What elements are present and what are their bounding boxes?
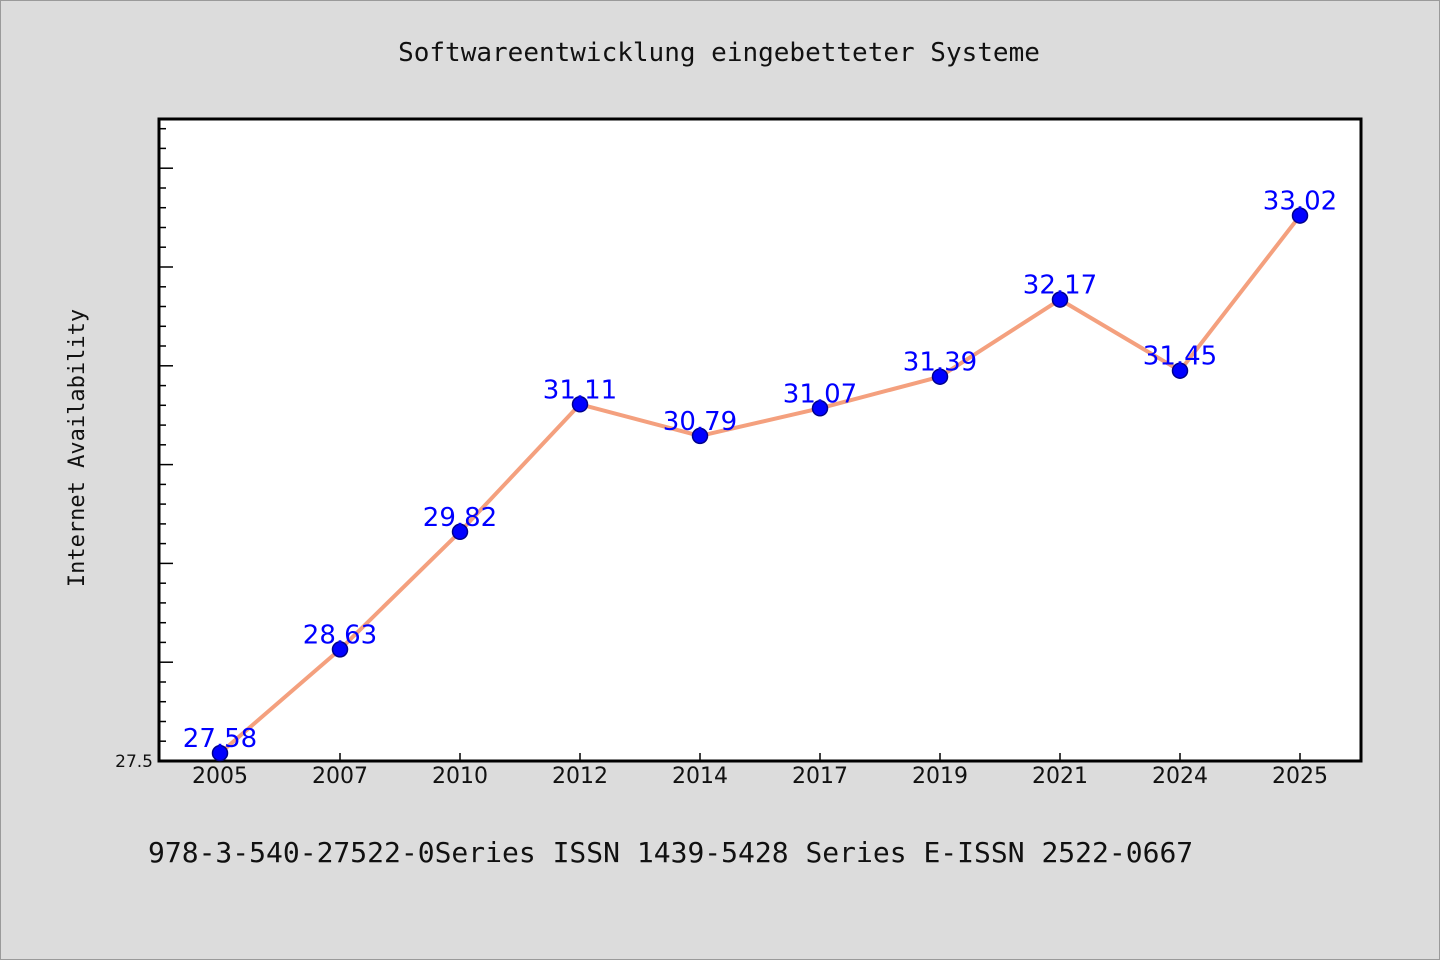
data-point: [1051, 291, 1069, 308]
data-label: 32.17: [1023, 271, 1097, 301]
chart-title: Softwareentwicklung eingebetteter System…: [398, 38, 1040, 68]
x-tick-label: 2024: [1152, 764, 1208, 789]
x-tick-label: 2019: [912, 764, 968, 789]
data-point: [931, 368, 949, 385]
data-point: [211, 744, 229, 762]
x-tick-label: 2010: [432, 764, 488, 789]
plot-area: [157, 117, 1363, 763]
series-line: [218, 214, 1302, 755]
footer-isbn-text: 978-3-540-27522-0Series ISSN 1439-5428 S…: [148, 836, 1193, 869]
data-point: [571, 396, 589, 413]
y-tick-label: 27.5: [115, 752, 153, 772]
x-tick-label: 2025: [1272, 764, 1328, 789]
data-label: 33.02: [1263, 187, 1337, 217]
data-point: [1291, 207, 1309, 224]
data-label: 31.07: [783, 379, 857, 409]
data-label: 30.79: [663, 407, 737, 437]
data-label: 31.11: [543, 375, 617, 405]
data-label: 28.63: [303, 620, 377, 650]
data-label: 27.58: [183, 724, 257, 754]
y-axis-tick-labels: 27.5: [115, 752, 153, 772]
x-tick-label: 2012: [552, 764, 608, 789]
series-markers: [211, 207, 1309, 762]
data-label: 31.45: [1143, 342, 1217, 372]
x-tick-label: 2017: [792, 764, 848, 789]
data-point: [811, 400, 829, 417]
data-label: 29.82: [423, 503, 497, 533]
x-tick-label: 2007: [312, 764, 368, 789]
data-point: [331, 641, 349, 658]
x-tick-label: 2021: [1032, 764, 1088, 789]
x-axis-tick-labels: 2005 2007 2010 2012 2014 2017 2019 2021 2024 2025: [192, 764, 1328, 789]
data-point: [1171, 362, 1189, 379]
data-labels: 27.58 28.63 29.82 31.11 30.79 31.07 31.39 32.17…: [183, 187, 1337, 754]
x-tick-label: 2014: [672, 764, 728, 789]
y-axis-ticks: [159, 127, 173, 762]
data-point: [691, 427, 709, 445]
data-point: [451, 523, 469, 541]
x-tick-label: 2005: [192, 764, 248, 789]
data-label: 31.39: [903, 348, 977, 378]
y-axis-label: Internet Availability: [65, 309, 90, 587]
